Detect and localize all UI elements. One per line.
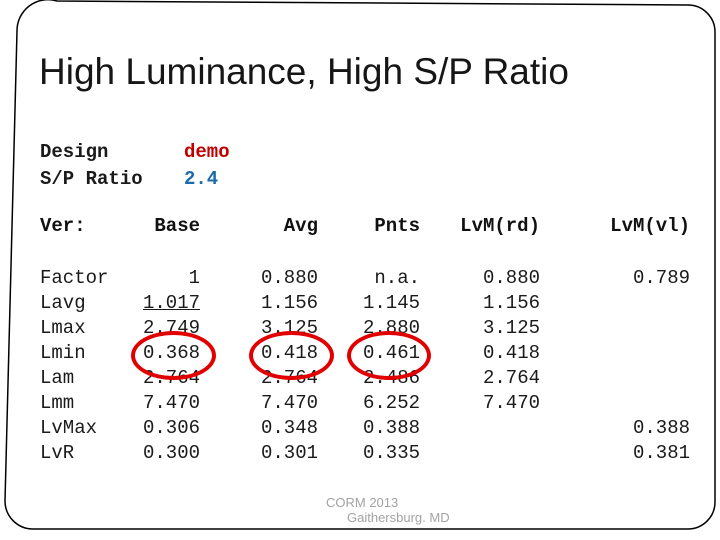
- value-cell: 1.156: [260, 292, 318, 314]
- table-row: Factor 1 0.880 n.a. 0.880 0.789: [40, 266, 690, 291]
- value-cell: [540, 391, 690, 416]
- table-row: Lmm 7.470 7.470 6.252 7.470: [40, 391, 690, 416]
- value-cell: [420, 441, 540, 466]
- row-label-cell: LvR: [40, 442, 75, 464]
- value-cell: 0.301: [260, 442, 318, 464]
- header-pnts: Pnts: [374, 215, 420, 237]
- value-cell: 1.156: [482, 292, 540, 314]
- value-cell: 0.348: [260, 417, 318, 439]
- row-label-cell: Lmax: [40, 317, 86, 339]
- value-cell: 2.764: [482, 367, 540, 389]
- value-cell: n.a.: [374, 267, 420, 289]
- value-cell: 0.789: [632, 267, 690, 289]
- table-row: LvMax 0.306 0.348 0.388 0.388: [40, 416, 690, 441]
- footer-location: Gaithersburg. MD: [347, 510, 450, 525]
- value-cell: 0.381: [632, 442, 690, 464]
- design-label: Design: [40, 141, 109, 163]
- value-cell: [540, 341, 690, 366]
- slide-title: High Luminance, High S/P Ratio: [39, 51, 569, 92]
- highlight-ellipse-pnts: [347, 331, 431, 380]
- sp-ratio-value: 2.4: [184, 168, 219, 190]
- value-cell: [420, 416, 540, 441]
- value-cell: 7.470: [482, 392, 540, 414]
- highlight-ellipse-avg: [249, 331, 334, 380]
- value-cell: 0.388: [632, 417, 690, 439]
- value-cell: 0.306: [142, 417, 200, 439]
- table-row: Lavg 1.017 1.156 1.145 1.156: [40, 291, 690, 316]
- value-cell: 0.418: [482, 342, 540, 364]
- value-cell: 7.470: [260, 392, 318, 414]
- design-value: demo: [184, 141, 230, 163]
- sp-ratio-label: S/P Ratio: [40, 168, 143, 190]
- row-label-cell: Factor: [40, 267, 109, 289]
- header-base: Base: [154, 215, 200, 237]
- value-cell: [540, 291, 690, 316]
- footer-conference: CORM 2013: [326, 495, 399, 510]
- header-avg: Avg: [283, 215, 318, 237]
- row-label-cell: LvMax: [40, 417, 98, 439]
- value-cell: [540, 366, 690, 391]
- header-ver: Ver:: [40, 215, 86, 237]
- value-cell: 6.252: [362, 392, 420, 414]
- value-cell: 0.388: [362, 417, 420, 439]
- table-header-row: Ver: Base Avg Pnts LvM(rd) LvM(vl): [40, 214, 690, 239]
- value-cell: 7.470: [142, 392, 200, 414]
- value-cell: 3.125: [482, 317, 540, 339]
- row-label-cell: Lmin: [40, 342, 86, 364]
- value-cell: 1.145: [362, 292, 420, 314]
- value-cell: 0.300: [142, 442, 200, 464]
- value-cell: 1: [188, 267, 200, 289]
- header-lvmvl: LvM(vl): [610, 215, 690, 237]
- value-cell: 0.880: [482, 267, 540, 289]
- header-lvmrd: LvM(rd): [460, 215, 540, 237]
- value-cell: 0.335: [362, 442, 420, 464]
- value-cell-emphasized: 1.017: [142, 292, 200, 314]
- row-label-cell: Lavg: [40, 292, 86, 314]
- value-cell: 0.880: [260, 267, 318, 289]
- value-cell: [540, 316, 690, 341]
- spacer-row: [40, 239, 690, 266]
- row-label-cell: Lmm: [40, 392, 75, 414]
- table-row: LvR 0.300 0.301 0.335 0.381: [40, 441, 690, 466]
- highlight-ellipse-base: [131, 331, 216, 380]
- row-label-cell: Lam: [40, 367, 75, 389]
